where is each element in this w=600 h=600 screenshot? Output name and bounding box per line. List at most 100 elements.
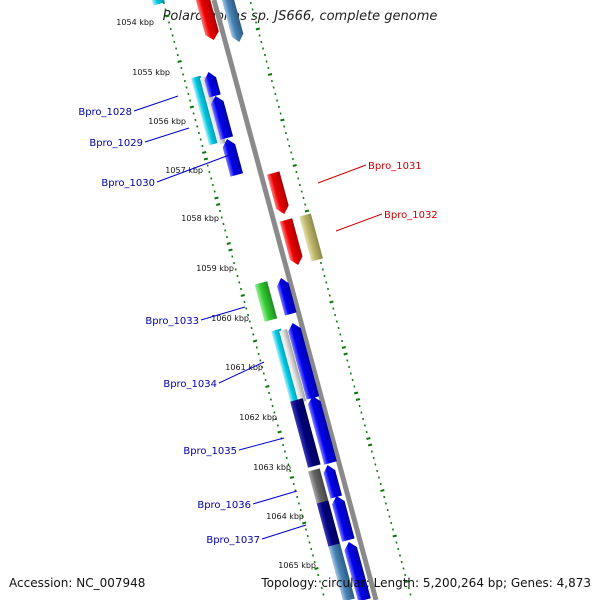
gene-block[interactable] [193, 0, 221, 42]
gc-tick [320, 586, 323, 590]
gene-block[interactable] [322, 463, 343, 499]
gc-tick [346, 359, 349, 362]
gc-tick [255, 346, 258, 349]
gc-tick [239, 287, 243, 291]
gc-tick [291, 157, 294, 161]
gc-tick [250, 326, 253, 330]
gene-block[interactable] [343, 540, 371, 600]
gene-block[interactable] [290, 398, 321, 468]
gene-block[interactable] [190, 75, 219, 146]
gc-tick [326, 287, 330, 291]
gene-label[interactable]: Bpro_1032 [384, 210, 438, 221]
kbp-tick: 1061 kbp [225, 363, 263, 372]
gene-block[interactable] [203, 70, 221, 98]
kbp-tick: 1060 kbp [211, 314, 249, 323]
gc-tick [251, 8, 254, 11]
gene-block[interactable] [286, 321, 320, 400]
gene-block[interactable] [279, 218, 305, 266]
gene-label[interactable]: Bpro_1034 [163, 379, 217, 390]
gc-tick [313, 560, 316, 564]
gc-tick [304, 528, 308, 531]
gc-tick [226, 242, 231, 245]
gc-tick [334, 313, 337, 317]
gc-tick [377, 476, 380, 479]
gc-tick [262, 47, 265, 50]
gc-tick [348, 365, 351, 369]
gene-block[interactable] [299, 213, 323, 262]
gc-tick [169, 27, 172, 31]
gene-label[interactable]: Bpro_1036 [197, 500, 251, 511]
gene-label[interactable]: Bpro_1031 [368, 161, 422, 172]
gene-block[interactable] [330, 494, 355, 542]
gc-tick [220, 216, 223, 219]
leader-line [335, 213, 383, 232]
gc-tick [339, 333, 342, 336]
gene-block[interactable] [328, 543, 355, 600]
gc-tick [222, 222, 225, 226]
gc-tick [301, 515, 304, 518]
leader-line [156, 153, 233, 183]
gene-block[interactable] [308, 468, 329, 504]
gc-tick [201, 144, 204, 148]
gc-tick [225, 235, 229, 239]
gene-label[interactable]: Bpro_1028 [78, 107, 132, 118]
gc-tick [180, 66, 183, 70]
gc-tick [185, 86, 188, 89]
gc-tick [283, 450, 286, 453]
gc-tick [243, 300, 246, 304]
gc-tick [404, 580, 410, 583]
gene-label[interactable]: Bpro_1035 [183, 446, 237, 457]
gene-block[interactable] [306, 394, 337, 465]
gene-block[interactable] [146, 0, 165, 6]
gc-tick [351, 378, 354, 382]
kbp-tick: 1063 kbp [253, 463, 291, 472]
gc-tick [298, 183, 301, 187]
gc-tick [196, 125, 199, 128]
gc-tick [283, 125, 286, 128]
gc-tick [302, 196, 305, 200]
gene-block[interactable] [254, 281, 278, 322]
gc-tick [285, 456, 288, 460]
gc-tick [397, 547, 400, 551]
gc-tick [398, 554, 402, 557]
gene-block[interactable] [271, 328, 301, 404]
gc-tick [306, 534, 309, 538]
gene-block[interactable] [221, 137, 244, 177]
gc-tick [304, 209, 310, 213]
gc-tick [176, 53, 179, 57]
gc-tick [341, 346, 346, 349]
gene-block[interactable] [219, 0, 245, 44]
gene-block[interactable] [266, 171, 291, 215]
gene-block[interactable] [279, 328, 307, 404]
gc-tick [362, 417, 365, 421]
gene-block[interactable] [275, 276, 297, 316]
gc-tick [328, 294, 331, 297]
gc-tick [379, 482, 382, 486]
gc-tick [269, 398, 272, 401]
gene-label[interactable]: Bpro_1029 [89, 138, 143, 149]
gc-tick [236, 274, 239, 278]
kbp-tick: 1057 kbp [165, 166, 203, 175]
gc-tick [335, 320, 338, 323]
gc-tick [289, 476, 295, 479]
gc-tick [206, 164, 209, 167]
gene-label[interactable]: Bpro_1037 [206, 535, 260, 546]
gc-tick [216, 203, 221, 206]
gc-tick [211, 183, 214, 187]
gc-tick [391, 528, 395, 531]
gc-tick [358, 404, 361, 408]
gc-tick [383, 495, 386, 499]
gene-block[interactable] [209, 94, 234, 140]
kbp-tick: 1056 kbp [148, 117, 186, 126]
gc-tick [337, 326, 340, 330]
gc-tick [232, 261, 236, 265]
gc-tick [392, 534, 397, 538]
gc-tick [395, 541, 398, 544]
gc-tick [258, 34, 261, 37]
gene-label[interactable]: Bpro_1033 [145, 316, 199, 327]
gc-tick [210, 177, 213, 180]
gc-tick [267, 66, 270, 70]
gene-block[interactable] [316, 500, 341, 548]
gene-label[interactable]: Bpro_1030 [101, 178, 155, 189]
